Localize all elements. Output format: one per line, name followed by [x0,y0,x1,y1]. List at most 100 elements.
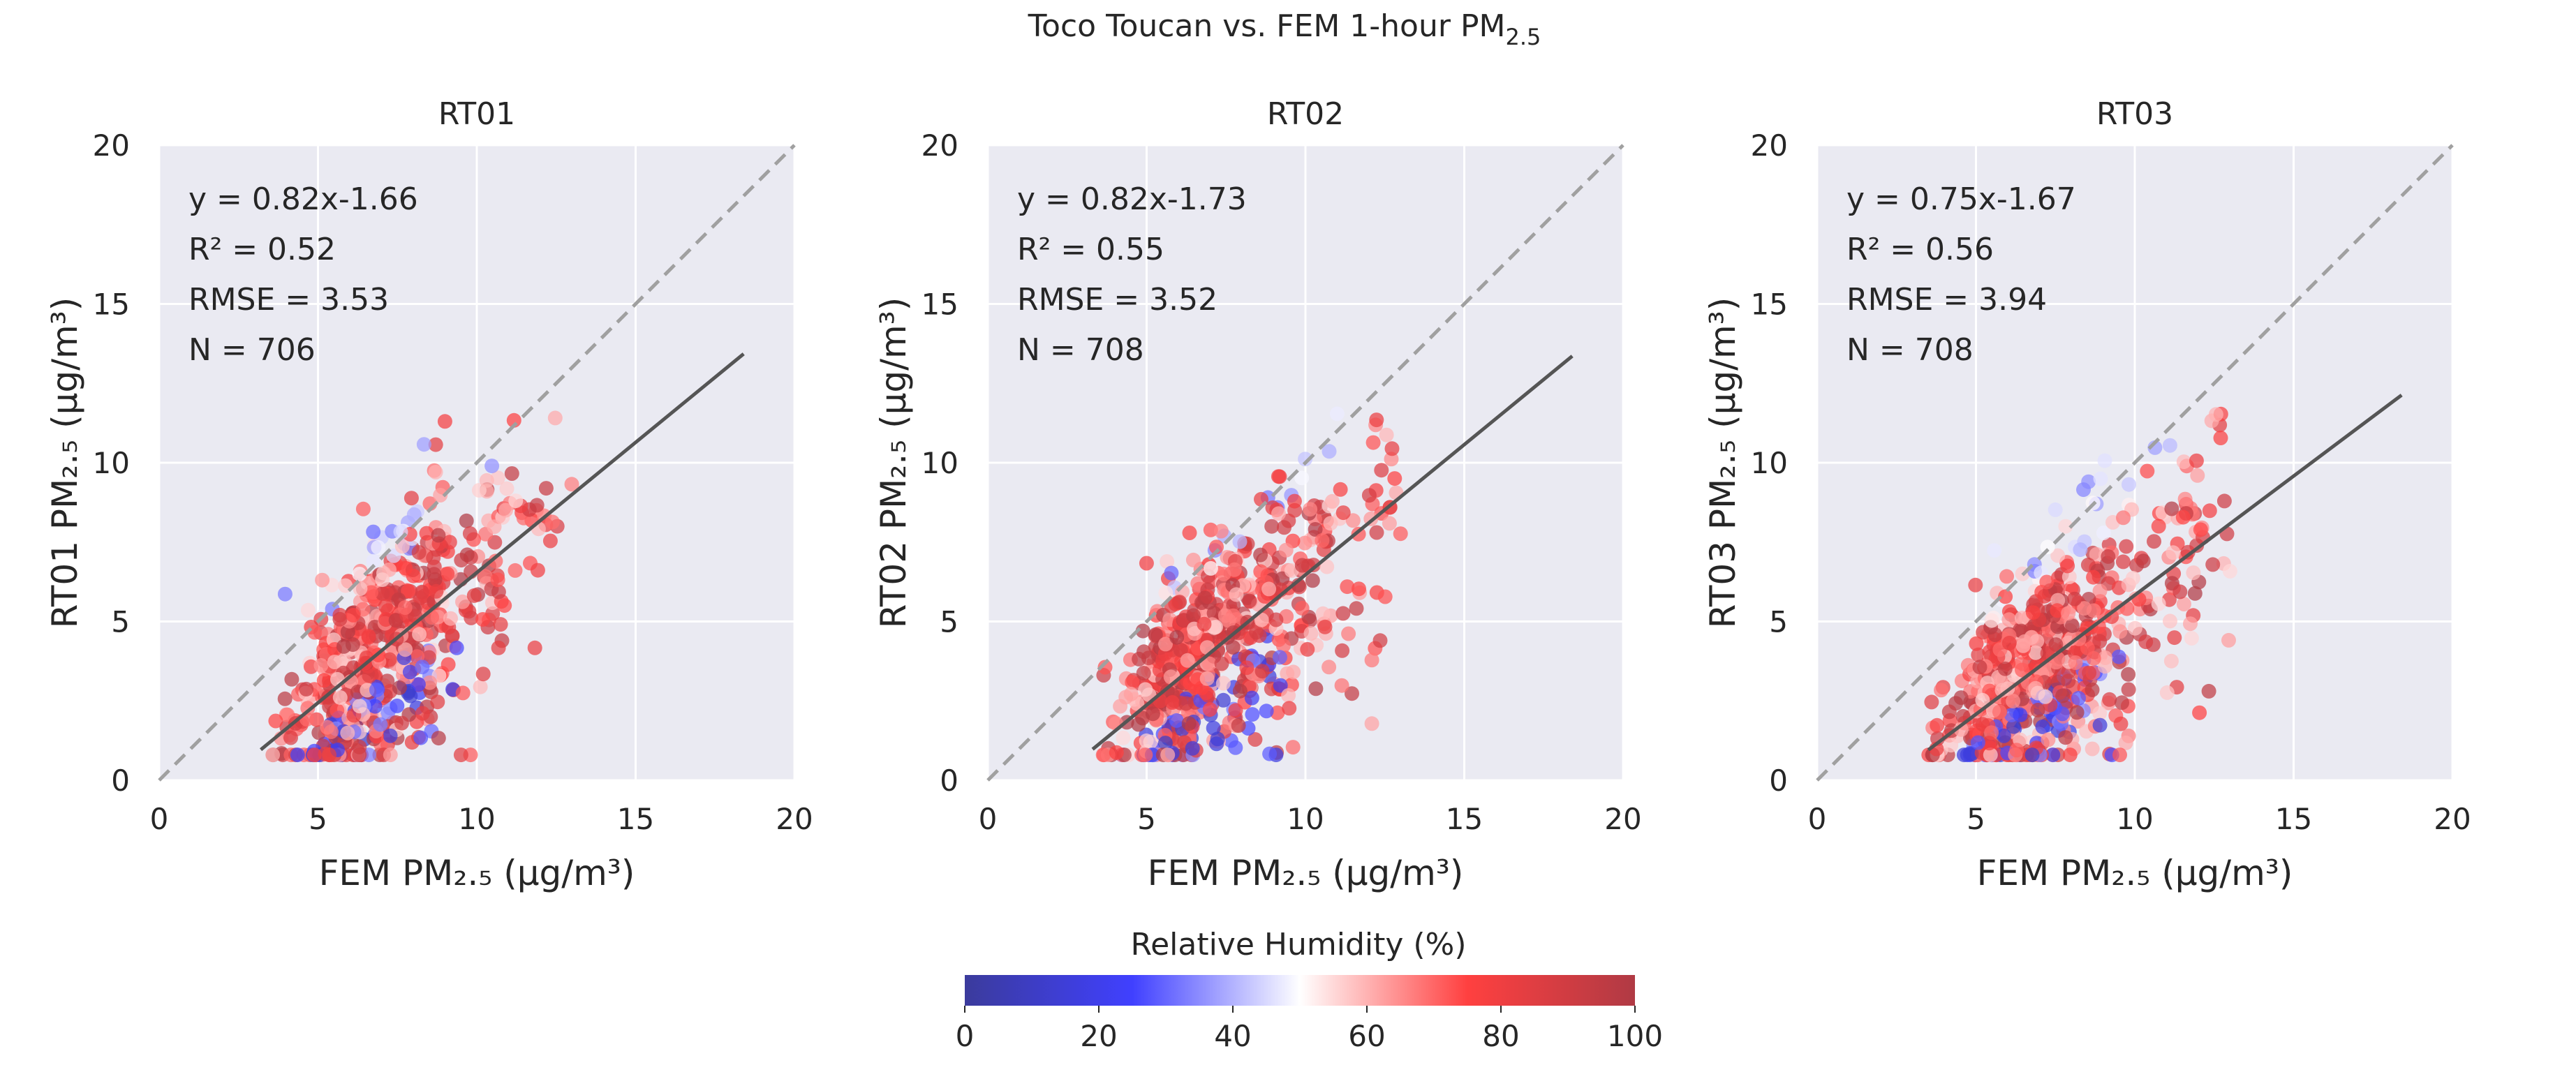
stat-n: N = 708 [1017,332,1144,368]
scatter-point [268,713,283,729]
scatter-point [411,545,427,560]
scatter-point [1365,435,1381,450]
scatter-point [1275,638,1291,653]
scatter-point [487,519,502,535]
scatter-point [401,583,416,599]
scatter-point [431,528,446,543]
scatter-point [1245,707,1260,722]
scatter-point [1369,525,1384,540]
colorbar-tick-label: 40 [1214,1019,1251,1053]
scatter-point [1393,526,1408,542]
scatter-point [538,481,554,496]
x-axis-label: FEM PM₂.₅ (μg/m³) [319,853,635,893]
scatter-point [1148,627,1163,642]
scatter-point [1315,606,1331,621]
scatter-point [2112,624,2128,639]
y-axis-label: RT03 PM₂.₅ (μg/m³) [1703,297,1743,629]
y-axis-label: RT01 PM₂.₅ (μg/m³) [45,297,85,629]
scatter-point [1934,683,1949,698]
scatter-point [1273,678,1288,693]
scatter-point [1221,613,1236,628]
colorbar-tick-label: 100 [1607,1019,1663,1053]
scatter-point [1956,747,1971,763]
scatter-point [1300,641,1315,657]
scatter-point [506,412,521,428]
scatter-point [1214,656,1229,671]
scatter-point [290,747,305,763]
y-tick-label: 5 [111,605,130,639]
scatter-point [479,472,494,488]
scatter-point [1270,705,1285,720]
scatter-point [542,533,558,549]
scatter-point [1215,692,1231,708]
colorbar-gradient [965,975,1635,1006]
scatter-point [499,481,515,496]
scatter-point [1352,581,1366,597]
stat-eq: y = 0.82x-1.73 [1017,181,1247,217]
scatter-point [2102,692,2117,707]
scatter-point [2086,570,2101,585]
scatter-point [1930,717,1945,733]
scatter-point [419,526,434,541]
scatter-point [2009,743,2024,758]
scatter-point [1138,747,1153,763]
y-tick-label: 15 [921,288,958,322]
scatter-point [508,563,523,578]
scatter-point [1169,630,1185,645]
scatter-point [1997,661,2013,676]
scatter-point [1248,732,1263,747]
x-tick-label: 15 [2275,802,2312,836]
scatter-point [2068,655,2083,670]
scatter-point [1335,643,1350,658]
scatter-point [398,642,413,657]
scatter-point [390,698,405,713]
figure-title: Toco Toucan vs. FEM 1-hour PM2.5 [1028,8,1541,50]
scatter-point [1125,675,1140,690]
stat-eq: y = 0.82x-1.66 [188,181,418,217]
scatter-point [2193,522,2208,537]
x-tick-label: 5 [1137,802,1156,836]
stat-rmse: RMSE = 3.52 [1017,282,1217,318]
scatter-point [1298,452,1313,467]
scatter-point [1185,740,1200,756]
scatter-point [475,667,491,682]
scatter-point [1169,713,1184,728]
scatter-point [1186,608,1201,623]
scatter-point [2038,689,2053,704]
scatter-point [1141,650,1156,666]
scatter-point [1319,559,1335,574]
scatter-point [327,655,342,669]
scatter-point [1271,506,1286,521]
scatter-point [453,747,468,763]
scatter-point [404,491,419,506]
scatter-point [1335,505,1351,521]
scatter-point [1197,616,1212,632]
scatter-point [2017,634,2032,649]
scatter-point [1294,470,1310,486]
scatter-point [504,466,519,481]
scatter-point [2076,482,2091,498]
scatter-point [1335,606,1351,621]
colorbar-tick-label: 0 [956,1019,975,1053]
scatter-point [1116,730,1131,745]
scatter-point [1164,565,1179,581]
scatter-point [2175,509,2191,525]
scatter-point [1323,516,1338,531]
scatter-point [508,493,524,509]
scatter-point [375,572,390,588]
scatter-point [564,477,579,492]
x-tick-label: 20 [776,802,813,836]
scatter-point [1231,718,1246,734]
x-tick-label: 10 [2116,802,2153,836]
y-tick-label: 15 [1751,288,1788,322]
scatter-point [1998,589,2013,604]
scatter-point [2176,597,2191,611]
colorbar: Relative Humidity (%) 0 20 40 60 80 100 [956,927,1663,1053]
scatter-point [498,502,513,518]
scatter-point [1322,444,1337,459]
scatter-point [1199,671,1215,686]
scatter-point [1286,664,1301,680]
scatter-point [1364,716,1379,731]
scatter-point [2030,702,2045,717]
stat-n: N = 706 [188,332,316,368]
